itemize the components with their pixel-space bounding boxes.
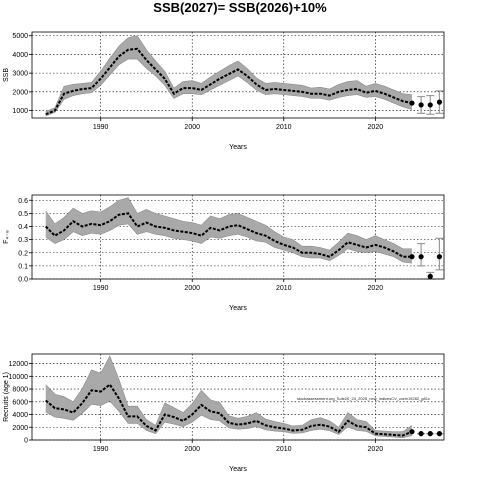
ssb-ytick-label-4: 5000 bbox=[12, 33, 28, 40]
recruitment-ylabel: Recruits (age 1) bbox=[3, 372, 10, 422]
recruitment-ytick-label-4: 8000 bbox=[12, 387, 28, 394]
ssb-panel: 1990 2000 2010 2020 1000 2000 3000 4000 5000 Year… bbox=[3, 31, 445, 151]
fbar-ylabel: F₄₋₈ bbox=[3, 230, 10, 244]
fbar-ytick-label-2: 0.2 bbox=[18, 250, 28, 257]
ssb-ci-lower bbox=[45, 58, 413, 117]
fbar-ytick-label-3: 0.3 bbox=[18, 237, 28, 244]
ssb-xtick-label-2000: 2000 bbox=[184, 124, 200, 131]
recruitment-forecast-point-2027 bbox=[436, 431, 443, 437]
ssb-forecast-point-2026 bbox=[427, 102, 433, 108]
fbar-ytick-label-1: 0.1 bbox=[18, 263, 28, 270]
fbar-xlabel: Years bbox=[229, 305, 247, 312]
fbar-forecast-point-2026 bbox=[427, 273, 433, 279]
ssb-ylabel: SSB bbox=[3, 68, 10, 82]
fbar-xtick-label-2010: 2010 bbox=[276, 285, 292, 292]
ssb-ci-upper bbox=[45, 35, 412, 112]
fbar-ci-upper bbox=[45, 197, 412, 251]
chart-title: SSB(2027)= SSB(2026)+10% bbox=[153, 0, 327, 15]
fbar-panel: 1990 2000 2010 2020 0.0 0.1 0.2 0.3 0.4 0.5 0.6 Yea… bbox=[3, 194, 445, 312]
fbar-xtick-label-2020: 2020 bbox=[368, 285, 384, 292]
fbar-xtick-label-1990: 1990 bbox=[93, 285, 109, 292]
recruitment-xtick-label-2010: 2010 bbox=[276, 446, 292, 453]
recruitment-xtick-label-2020: 2020 bbox=[368, 446, 384, 453]
recruitment-ytick-label-1: 2000 bbox=[12, 425, 28, 432]
ssb-series-line bbox=[45, 47, 413, 116]
recruitment-xlabel: Years bbox=[229, 466, 247, 473]
recruitment-forecast-point-2025 bbox=[418, 431, 424, 437]
recruitment-ci-lower bbox=[45, 400, 413, 439]
ssb-ytick-label-0: 1000 bbox=[12, 108, 28, 115]
ssb-point-2024 bbox=[409, 100, 415, 106]
ssb-ytick-label-2: 3000 bbox=[12, 71, 28, 78]
recruitment-ytick-label-3: 6000 bbox=[12, 399, 28, 406]
recruitment-xtick-label-2000: 2000 bbox=[184, 446, 200, 453]
recruitment-ci-upper bbox=[45, 355, 413, 433]
ssb-xtick-label-1990: 1990 bbox=[93, 124, 109, 131]
fbar-ytick-label-4: 0.4 bbox=[18, 224, 28, 231]
recruitment-xtick-label-1990: 1990 bbox=[93, 446, 109, 453]
recruitment-forecast-point-2026 bbox=[427, 431, 433, 437]
recruitment-point-2024 bbox=[409, 429, 415, 435]
fbar-forecast-point-2027 bbox=[436, 254, 443, 260]
recruitment-ytick-label-0: 0 bbox=[24, 438, 28, 445]
recruitment-panel: 1990 2000 2010 2020 0 2000 4000 6000 8000 10000 12… bbox=[3, 353, 445, 473]
ssb-forecast-point-2025 bbox=[418, 102, 424, 108]
fbar-ytick-label-0: 0.0 bbox=[18, 277, 28, 284]
fbar-ci-lower bbox=[45, 223, 412, 264]
annotation-text: stockassessment.org_Sole20_24_2025_new_i… bbox=[297, 396, 430, 401]
ssb-forecast-point-2027 bbox=[436, 99, 443, 105]
fbar-ytick-label-6: 0.6 bbox=[18, 198, 28, 205]
ssb-xtick-label-2020: 2020 bbox=[368, 124, 384, 131]
ssb-xlabel: Years bbox=[229, 144, 247, 151]
fbar-ytick-label-5: 0.5 bbox=[18, 211, 28, 218]
ssb-ytick-label-3: 4000 bbox=[12, 52, 28, 59]
recruitment-ytick-label-2: 4000 bbox=[12, 412, 28, 419]
fbar-plot-frame bbox=[31, 194, 445, 280]
ssb-ci-band bbox=[45, 35, 412, 117]
fbar-point-2024 bbox=[409, 254, 415, 260]
recruitment-series-line bbox=[45, 383, 413, 437]
recruitment-ytick-label-5: 10000 bbox=[9, 374, 29, 381]
recruitment-plot-frame bbox=[31, 353, 445, 441]
ssb-plot-frame bbox=[31, 31, 445, 119]
ssb-xtick-label-2010: 2010 bbox=[276, 124, 292, 131]
fbar-xtick-label-2000: 2000 bbox=[184, 285, 200, 292]
fbar-series-line bbox=[45, 212, 412, 258]
fbar-forecast-point-2025 bbox=[418, 254, 424, 260]
recruitment-ytick-label-6: 12000 bbox=[9, 361, 29, 368]
panels: 1990 2000 2010 2020 1000 2000 3000 4000 5000 Year… bbox=[3, 31, 445, 473]
ssb-ytick-label-1: 2000 bbox=[12, 89, 28, 96]
fbar-ci-band bbox=[45, 197, 412, 264]
